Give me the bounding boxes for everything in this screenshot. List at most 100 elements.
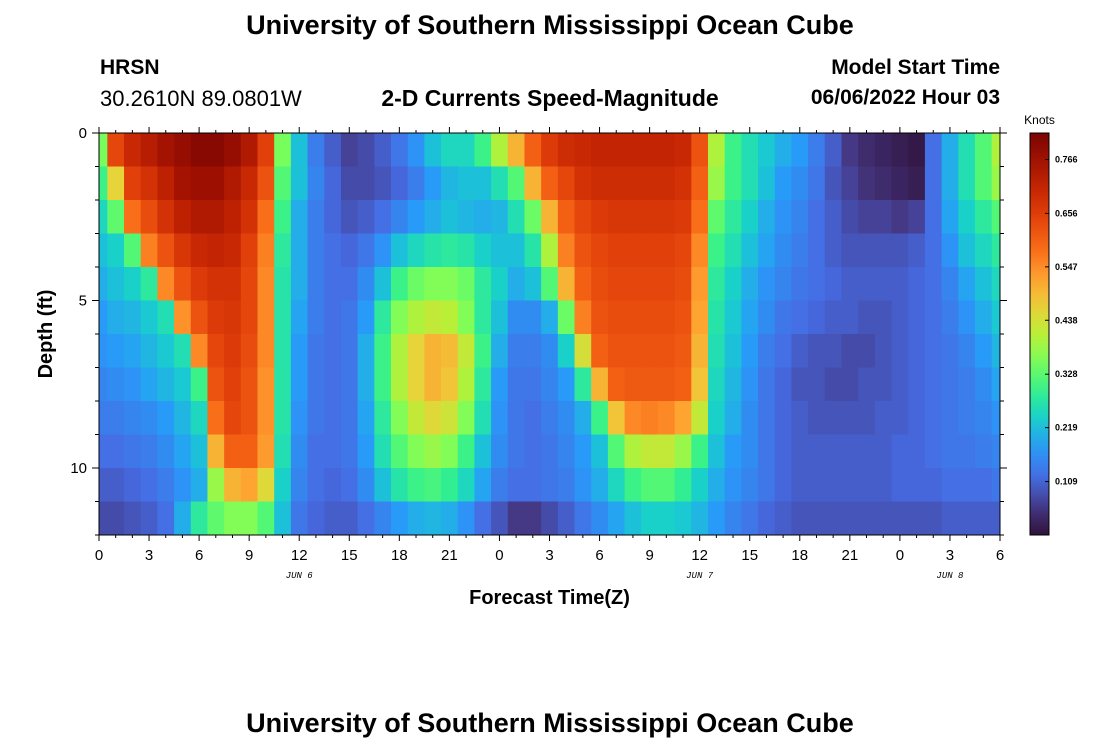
heatmap-cell [407, 434, 425, 469]
heatmap-cell [708, 401, 726, 435]
heatmap-cell [157, 300, 175, 335]
heatmap-cell [607, 501, 626, 536]
heatmap-cell [99, 133, 108, 167]
heatmap-cell [290, 300, 309, 335]
heatmap-cell [99, 401, 108, 435]
heatmap-cell [541, 334, 559, 368]
heatmap-cell [541, 233, 559, 268]
heatmap-cell [240, 401, 259, 435]
heatmap-cell [491, 501, 509, 536]
heatmap-cell [290, 133, 309, 167]
heatmap-cell [390, 401, 409, 435]
heatmap-cell [841, 367, 859, 402]
heatmap-cell [290, 367, 309, 402]
x-tick-label: 6 [195, 547, 203, 564]
heatmap-cell [390, 267, 409, 301]
heatmap-cell [741, 367, 759, 402]
heatmap-cell [591, 501, 609, 536]
heatmap-cell [441, 334, 459, 368]
heatmap-cell [174, 200, 192, 234]
heatmap-cell [808, 434, 826, 469]
heatmap-cell [607, 166, 626, 201]
heatmap-cell [441, 267, 459, 301]
heatmap-cell [157, 233, 175, 268]
heatmap-cell [691, 501, 709, 536]
heatmap-cell [607, 133, 626, 167]
heatmap-cell [858, 367, 876, 402]
heatmap-cell [507, 401, 525, 435]
heatmap-cell [841, 267, 859, 301]
heatmap-cell [691, 367, 709, 402]
heatmap-cell [107, 434, 125, 469]
heatmap-cell [574, 300, 592, 335]
heatmap-cell [474, 334, 492, 368]
heatmap-cell [958, 334, 976, 368]
heatmap-cell [724, 267, 742, 301]
heatmap-cell [240, 233, 259, 268]
heatmap-cell [974, 267, 993, 301]
heatmap-cell [724, 401, 742, 435]
heatmap-cell [841, 200, 859, 234]
heatmap-cell [307, 468, 325, 502]
heatmap-cell [624, 200, 642, 234]
heatmap-cell [524, 367, 542, 402]
heatmap-cell [958, 434, 976, 469]
heatmap-cell [257, 166, 275, 201]
heatmap-cell [457, 233, 475, 268]
heatmap-cell [140, 401, 158, 435]
colorbar-tick-label: 0.328 [1055, 369, 1078, 379]
heatmap-cell [624, 133, 642, 167]
heatmap-cell [557, 401, 576, 435]
heatmap-cell [224, 401, 242, 435]
heatmap-cell [574, 434, 592, 469]
heatmap-cell [424, 468, 442, 502]
heatmap-cell [324, 233, 342, 268]
heatmap-cell [924, 501, 943, 536]
colorbar-tick-label: 0.766 [1055, 154, 1078, 164]
heatmap-cell [441, 401, 459, 435]
heatmap-cell [974, 367, 993, 402]
heatmap-cell [107, 401, 125, 435]
heatmap-cell [908, 233, 926, 268]
heatmap-cell [224, 501, 242, 536]
heatmap-cell [924, 267, 943, 301]
heatmap-cell [974, 401, 993, 435]
colorbar-gradient [1029, 132, 1050, 536]
heatmap-cell [441, 133, 459, 167]
heatmap-cell [340, 233, 359, 268]
heatmap-cell [290, 401, 309, 435]
heatmap-cell [524, 300, 542, 335]
heatmap-cell [724, 200, 742, 234]
heatmap-cell [507, 200, 525, 234]
heatmap-cell [174, 300, 192, 335]
heatmap-cell [274, 501, 292, 536]
heatmap-cell [891, 133, 909, 167]
heatmap-cell [474, 468, 492, 502]
heatmap-cell [991, 401, 1001, 435]
colorbar: Knots 0.766 0.656 0.547 0.438 0.328 0.219 0.10… [1024, 113, 1078, 536]
heatmap-cell [924, 367, 943, 402]
heatmap-cell [307, 401, 325, 435]
heatmap-cell [457, 200, 475, 234]
x-tick-label: 0 [896, 547, 904, 564]
heatmap-cell [708, 468, 726, 502]
heatmap-cell [457, 300, 475, 335]
heatmap-cell [390, 501, 409, 536]
heatmap-cell [791, 334, 809, 368]
heatmap-cell [891, 367, 909, 402]
heatmap-cell [974, 300, 993, 335]
heatmap-cell [307, 367, 325, 402]
heatmap-cell [157, 166, 175, 201]
heatmap-cell [974, 334, 993, 368]
heatmap-cell [424, 334, 442, 368]
heatmap-cell [99, 233, 108, 268]
heatmap-cell [457, 166, 475, 201]
heatmap-cell [774, 200, 792, 234]
heatmap-cell [607, 300, 626, 335]
heatmap-cell [791, 267, 809, 301]
heatmap-cell [157, 501, 175, 536]
heatmap-cell [324, 133, 342, 167]
colorbar-tick-label: 0.109 [1055, 477, 1078, 487]
heatmap-cell [457, 401, 475, 435]
heatmap-cell [591, 334, 609, 368]
